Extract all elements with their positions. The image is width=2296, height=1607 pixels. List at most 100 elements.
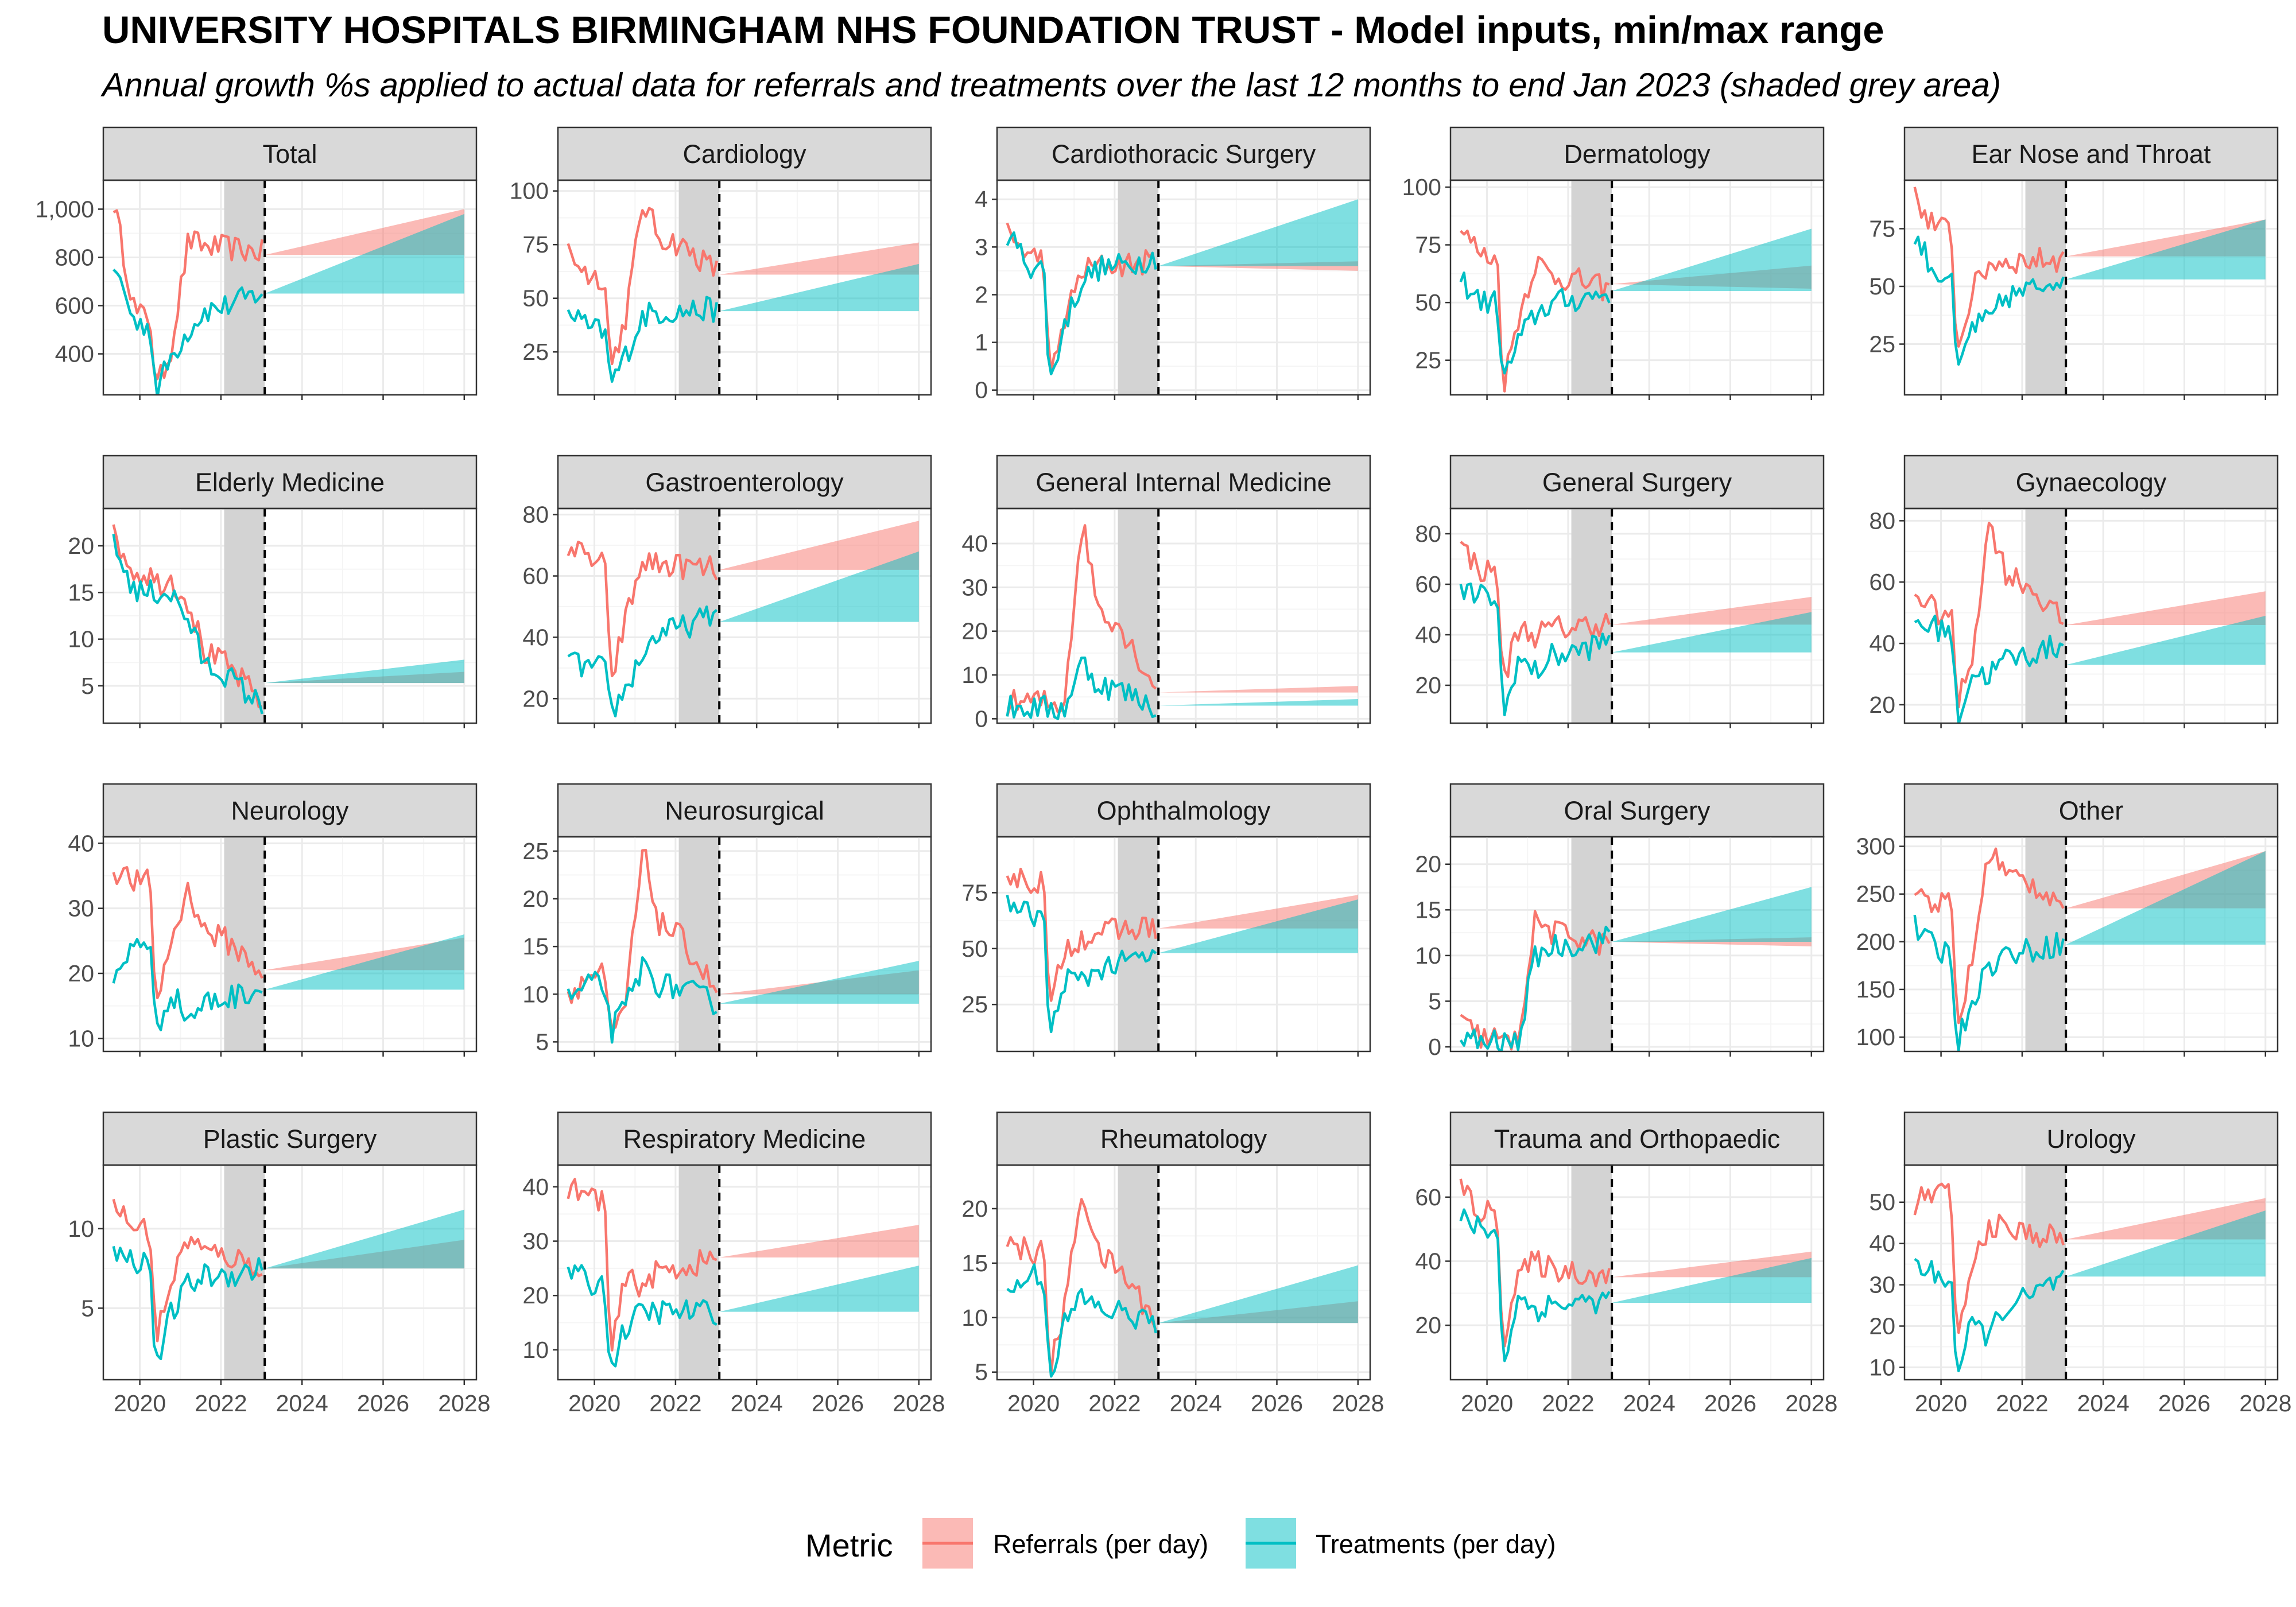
panel-strip (996, 455, 1371, 510)
y-tick-label: 50 (1869, 1189, 1895, 1216)
treatments-line (112, 534, 263, 715)
panel-strip (1903, 1111, 2279, 1166)
panel-cardiothoracic-surgery: Cardiothoracic Surgery 0 1 2 3 4 (975, 126, 1371, 403)
treatments-line (1459, 271, 1611, 375)
panel-elderly-medicine: Elderly Medicine 5 10 15 20 (68, 455, 478, 728)
x-tick-label: 2022 (649, 1390, 701, 1416)
plot-area (1905, 1165, 2278, 1380)
referrals-line (1006, 222, 1157, 373)
panel-strip (996, 783, 1371, 838)
y-tick-label: 40 (1415, 1248, 1441, 1274)
y-tick-label: 10 (522, 981, 549, 1007)
y-tick-label: 20 (1415, 851, 1441, 878)
y-tick-label: 50 (522, 285, 549, 312)
y-tick-label: 100 (510, 178, 549, 204)
x-tick-label: 2022 (1542, 1390, 1594, 1416)
y-tick-label: 80 (1415, 521, 1441, 547)
y-tick-label: 100 (1402, 174, 1441, 200)
panel-title: Respiratory Medicine (623, 1124, 866, 1154)
y-tick-label: 5 (1428, 988, 1441, 1014)
referrals-line (1914, 847, 2065, 1024)
panel-strip (102, 1111, 478, 1166)
panel-dermatology: Dermatology 25 50 75 100 (1402, 126, 1825, 400)
x-tick-label: 2028 (2239, 1390, 2291, 1416)
referrals-range-band (1612, 597, 1812, 625)
panel-title: Neurosurgical (665, 796, 824, 825)
panel-title: Plastic Surgery (203, 1124, 377, 1154)
panel-ear-nose-and-throat: Ear Nose and Throat 25 50 75 (1869, 126, 2279, 400)
treatments-range-band (719, 263, 919, 312)
y-tick-label: 25 (961, 991, 988, 1018)
x-tick-label: 2020 (114, 1390, 166, 1416)
treatments-range-band (2066, 219, 2266, 280)
panel-strip (557, 783, 932, 838)
treatments-range-band (1158, 899, 1358, 953)
referrals-line (1006, 1198, 1157, 1377)
y-tick-label: 40 (68, 830, 94, 856)
panel-strip (996, 126, 1371, 181)
panel-strip (1903, 126, 2279, 181)
referrals-line (1913, 1182, 2065, 1334)
y-tick-label: 10 (522, 1337, 549, 1363)
treatments-line (1913, 235, 2065, 366)
panel-trauma-and-orthopaedic: Trauma and Orthopaedic 20 40 60 2020 2022 2024… (1415, 1111, 1837, 1416)
plot-area (103, 1165, 476, 1380)
treatments-range-band (1612, 887, 1812, 942)
y-tick-label: 30 (68, 895, 94, 922)
plot-area (1905, 180, 2278, 395)
shaded-period (678, 180, 720, 395)
panel-ophthalmology: Ophthalmology 25 50 75 (961, 783, 1371, 1057)
shaded-period (2025, 1165, 2066, 1380)
y-tick-label: 40 (1869, 630, 1895, 657)
panel-strip (557, 1111, 932, 1166)
plot-area (1450, 180, 1824, 395)
y-tick-label: 30 (961, 574, 988, 600)
y-tick-label: 60 (522, 563, 549, 589)
panel-title: General Internal Medicine (1035, 468, 1331, 497)
y-tick-label: 5 (81, 1295, 94, 1321)
x-tick-label: 2026 (1704, 1390, 1756, 1416)
panel-title: Trauma and Orthopaedic (1494, 1124, 1781, 1154)
y-tick-label: 10 (68, 626, 94, 653)
panel-title: Neurology (231, 796, 349, 825)
y-tick-label: 1,000 (35, 196, 94, 222)
panel-title: Cardiology (682, 139, 806, 169)
treatments-line (1459, 582, 1611, 717)
y-tick-label: 300 (1856, 833, 1895, 860)
plot-area (997, 509, 1370, 723)
y-tick-label: 5 (536, 1028, 549, 1055)
y-tick-label: 1 (975, 329, 988, 356)
y-tick-label: 20 (1415, 672, 1441, 698)
y-tick-label: 4 (975, 186, 988, 212)
treatments-line (1913, 914, 2065, 1051)
y-tick-label: 40 (522, 624, 549, 650)
referrals-line (112, 1198, 263, 1342)
plot-area (103, 837, 476, 1051)
panel-cardiology: Cardiology 25 50 75 100 (510, 126, 932, 400)
panel-border (557, 179, 932, 396)
y-tick-label: 200 (1856, 929, 1895, 955)
y-tick-label: 400 (55, 341, 94, 367)
y-tick-label: 30 (1869, 1272, 1895, 1298)
y-tick-label: 15 (522, 933, 549, 960)
treatments-line (567, 296, 718, 383)
x-tick-label: 2026 (812, 1390, 864, 1416)
plot-area (1450, 509, 1824, 723)
panel-border (1903, 507, 2279, 724)
page-subtitle: Annual growth %s applied to actual data … (102, 67, 2001, 104)
page-title: UNIVERSITY HOSPITALS BIRMINGHAM NHS FOUN… (102, 9, 1884, 52)
shaded-period (1118, 509, 1159, 723)
x-tick-label: 2020 (1915, 1390, 1967, 1416)
treatments-range-band (2066, 1210, 2266, 1277)
y-tick-label: 10 (68, 1025, 94, 1051)
x-tick-label: 2026 (1251, 1390, 1303, 1416)
plot-area (1905, 509, 2278, 723)
x-tick-label: 2022 (195, 1390, 247, 1416)
panel-border (557, 1164, 932, 1381)
referrals-range-band (719, 242, 919, 275)
plot-area (558, 180, 931, 395)
panel-strip (1449, 783, 1825, 838)
plot-area (103, 180, 476, 395)
referrals-line (1459, 1178, 1611, 1348)
